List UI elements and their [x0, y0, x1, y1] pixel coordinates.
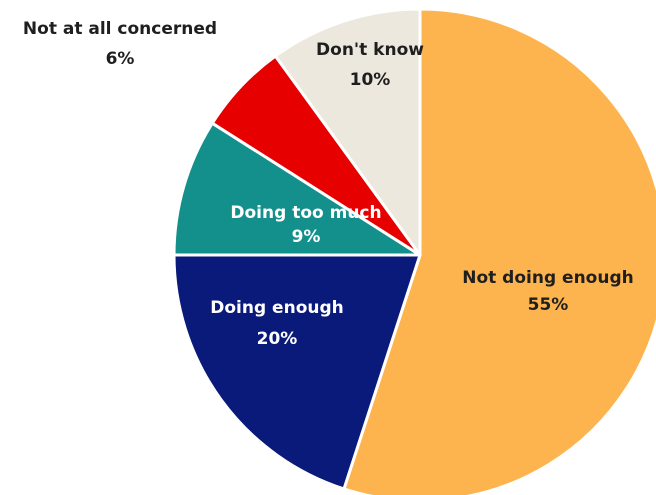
slice-value-doing-enough: 20%	[257, 329, 298, 349]
slice-name-don-t-know: Don't know	[316, 40, 424, 60]
pie-slice-not-doing-enough	[342, 7, 656, 495]
slice-label-doing-enough: Doing enough 20%	[210, 298, 344, 349]
pie-slice-doing-too-much	[172, 121, 422, 257]
pie-labels: Not doing enough 55%Doing enough 20%Doing …	[23, 19, 634, 349]
slice-name-doing-enough: Doing enough	[210, 298, 344, 318]
pie-slice-don-t-know	[273, 7, 422, 257]
slice-value-don-t-know: 10%	[350, 70, 391, 90]
pie-slice-doing-enough	[172, 253, 422, 491]
slice-name-doing-too-much: Doing too much	[230, 203, 381, 223]
slice-label-not-doing-enough: Not doing enough 55%	[462, 268, 634, 315]
slice-label-don-t-know: Don't know 10%	[316, 40, 424, 90]
slice-value-not-at-all-concerned: 6%	[106, 49, 135, 69]
pie-slices	[172, 7, 656, 495]
slice-value-not-doing-enough: 55%	[528, 295, 569, 315]
slice-value-doing-too-much: 9%	[292, 227, 321, 247]
slice-label-not-at-all-concerned: Not at all concerned 6%	[23, 19, 217, 69]
slice-label-doing-too-much: Doing too much 9%	[230, 203, 381, 247]
slice-name-not-at-all-concerned: Not at all concerned	[23, 19, 217, 39]
slice-name-not-doing-enough: Not doing enough	[462, 268, 634, 288]
